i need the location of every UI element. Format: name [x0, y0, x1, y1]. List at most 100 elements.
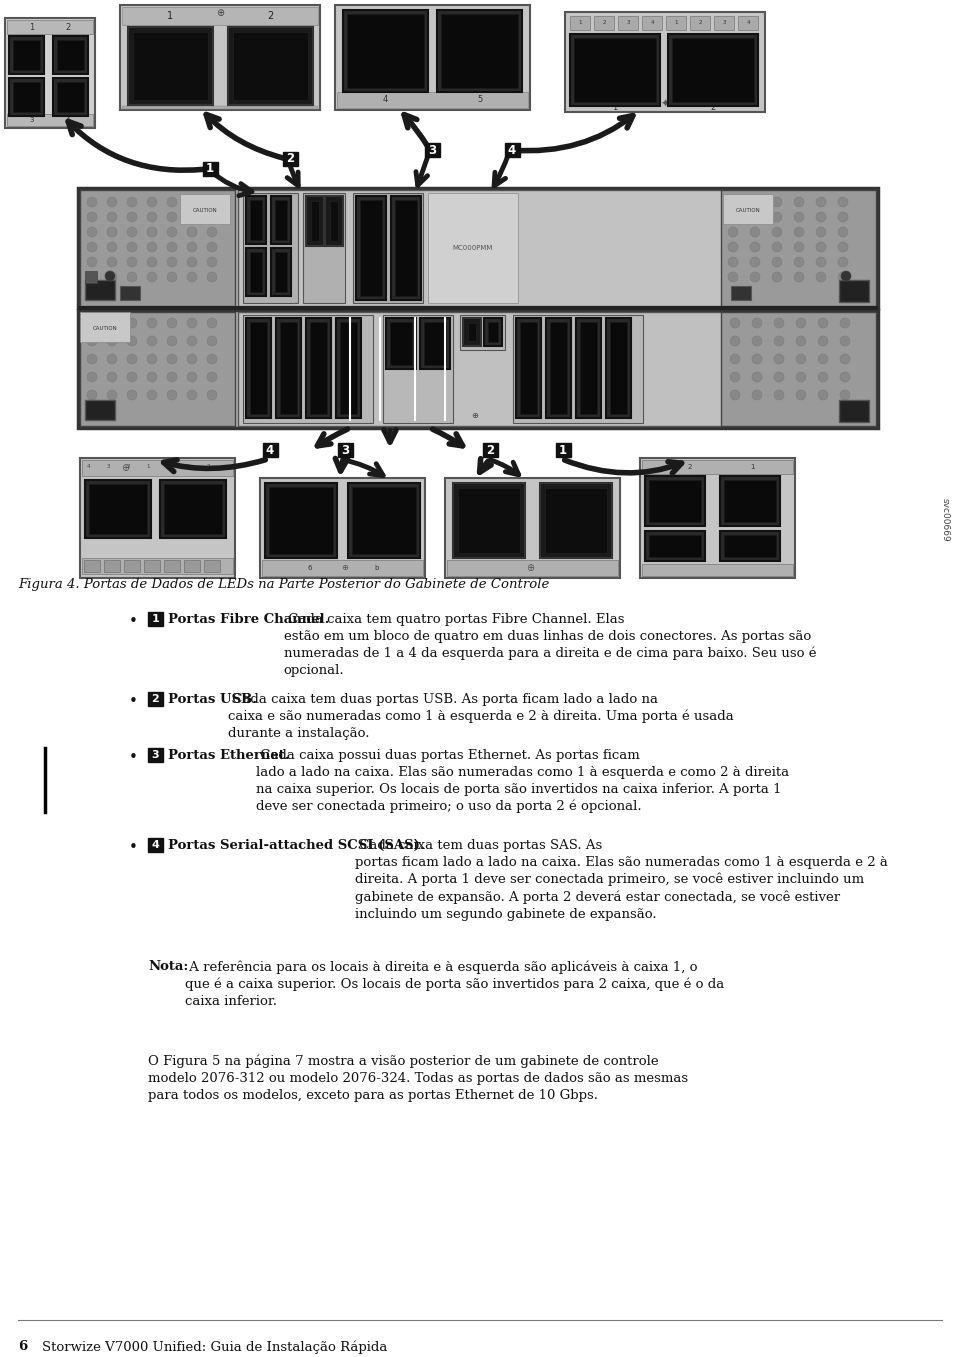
Bar — [520, 322, 537, 414]
Circle shape — [796, 354, 806, 364]
Circle shape — [730, 372, 740, 383]
Bar — [546, 318, 571, 418]
Bar — [164, 560, 180, 573]
Circle shape — [187, 242, 197, 252]
Circle shape — [838, 197, 848, 208]
Bar — [723, 194, 773, 224]
Circle shape — [750, 271, 760, 282]
Text: 2: 2 — [127, 464, 130, 468]
Circle shape — [838, 242, 848, 252]
Circle shape — [87, 389, 97, 400]
Bar — [606, 318, 631, 418]
Bar — [84, 560, 100, 573]
Text: MC000PMM: MC000PMM — [453, 246, 493, 251]
Bar — [383, 315, 453, 423]
Bar — [335, 5, 530, 110]
Text: •: • — [129, 693, 137, 708]
Text: 4: 4 — [650, 20, 654, 26]
Bar — [545, 489, 607, 554]
Bar — [580, 322, 597, 414]
Bar — [714, 16, 734, 30]
Bar — [120, 286, 140, 300]
Bar — [306, 318, 331, 418]
Circle shape — [794, 227, 804, 237]
Bar — [666, 16, 686, 30]
Bar — [516, 318, 541, 418]
Circle shape — [87, 372, 97, 383]
Circle shape — [107, 271, 117, 282]
Bar — [721, 312, 876, 426]
Circle shape — [147, 271, 157, 282]
Circle shape — [816, 256, 826, 267]
Circle shape — [750, 197, 760, 208]
Bar — [57, 39, 84, 71]
Circle shape — [818, 318, 828, 328]
Bar — [720, 531, 780, 560]
Circle shape — [87, 256, 97, 267]
Circle shape — [107, 318, 117, 328]
Bar — [642, 460, 793, 474]
Circle shape — [728, 256, 738, 267]
Bar — [353, 193, 423, 303]
Circle shape — [107, 242, 117, 252]
Bar — [269, 487, 333, 554]
Circle shape — [838, 271, 848, 282]
Bar — [148, 612, 163, 626]
Circle shape — [167, 389, 177, 400]
Circle shape — [187, 212, 197, 223]
Bar — [144, 560, 160, 573]
Bar — [570, 16, 590, 30]
Circle shape — [147, 389, 157, 400]
Bar — [80, 312, 235, 426]
Circle shape — [730, 318, 740, 328]
Circle shape — [187, 271, 197, 282]
Bar — [85, 280, 115, 300]
Text: 2: 2 — [486, 444, 494, 456]
Circle shape — [127, 318, 137, 328]
Circle shape — [147, 256, 157, 267]
Bar — [310, 322, 327, 414]
Bar — [460, 315, 505, 350]
Bar — [839, 400, 869, 422]
Bar — [9, 37, 44, 75]
Bar — [282, 152, 298, 166]
Circle shape — [127, 389, 137, 400]
Circle shape — [167, 227, 177, 237]
Text: O Figura 5 na página 7 mostra a visão posterior de um gabinete de controle
model: O Figura 5 na página 7 mostra a visão po… — [148, 1054, 688, 1102]
Text: 1: 1 — [578, 20, 582, 26]
Circle shape — [127, 227, 137, 237]
Circle shape — [167, 242, 177, 252]
Bar — [550, 322, 567, 414]
Text: 2: 2 — [602, 20, 606, 26]
Circle shape — [87, 242, 97, 252]
Circle shape — [752, 337, 762, 346]
Bar — [78, 305, 878, 309]
Bar — [89, 484, 147, 535]
Bar — [437, 9, 522, 92]
Circle shape — [107, 197, 117, 208]
Circle shape — [207, 354, 217, 364]
Bar — [556, 442, 570, 457]
Circle shape — [730, 337, 740, 346]
Circle shape — [167, 197, 177, 208]
Circle shape — [816, 197, 826, 208]
Circle shape — [818, 354, 828, 364]
Bar — [645, 476, 705, 527]
Circle shape — [187, 197, 197, 208]
Circle shape — [127, 197, 137, 208]
Bar — [720, 476, 780, 527]
Circle shape — [840, 337, 850, 346]
Circle shape — [87, 197, 97, 208]
Circle shape — [750, 256, 760, 267]
Circle shape — [207, 197, 217, 208]
Circle shape — [107, 227, 117, 237]
Text: 4: 4 — [266, 444, 275, 456]
Text: 4: 4 — [508, 144, 516, 156]
Text: 2: 2 — [710, 103, 715, 113]
Bar — [483, 442, 497, 457]
Circle shape — [730, 354, 740, 364]
Bar — [453, 483, 525, 558]
Circle shape — [772, 212, 782, 223]
Bar — [390, 322, 412, 365]
Circle shape — [772, 242, 782, 252]
